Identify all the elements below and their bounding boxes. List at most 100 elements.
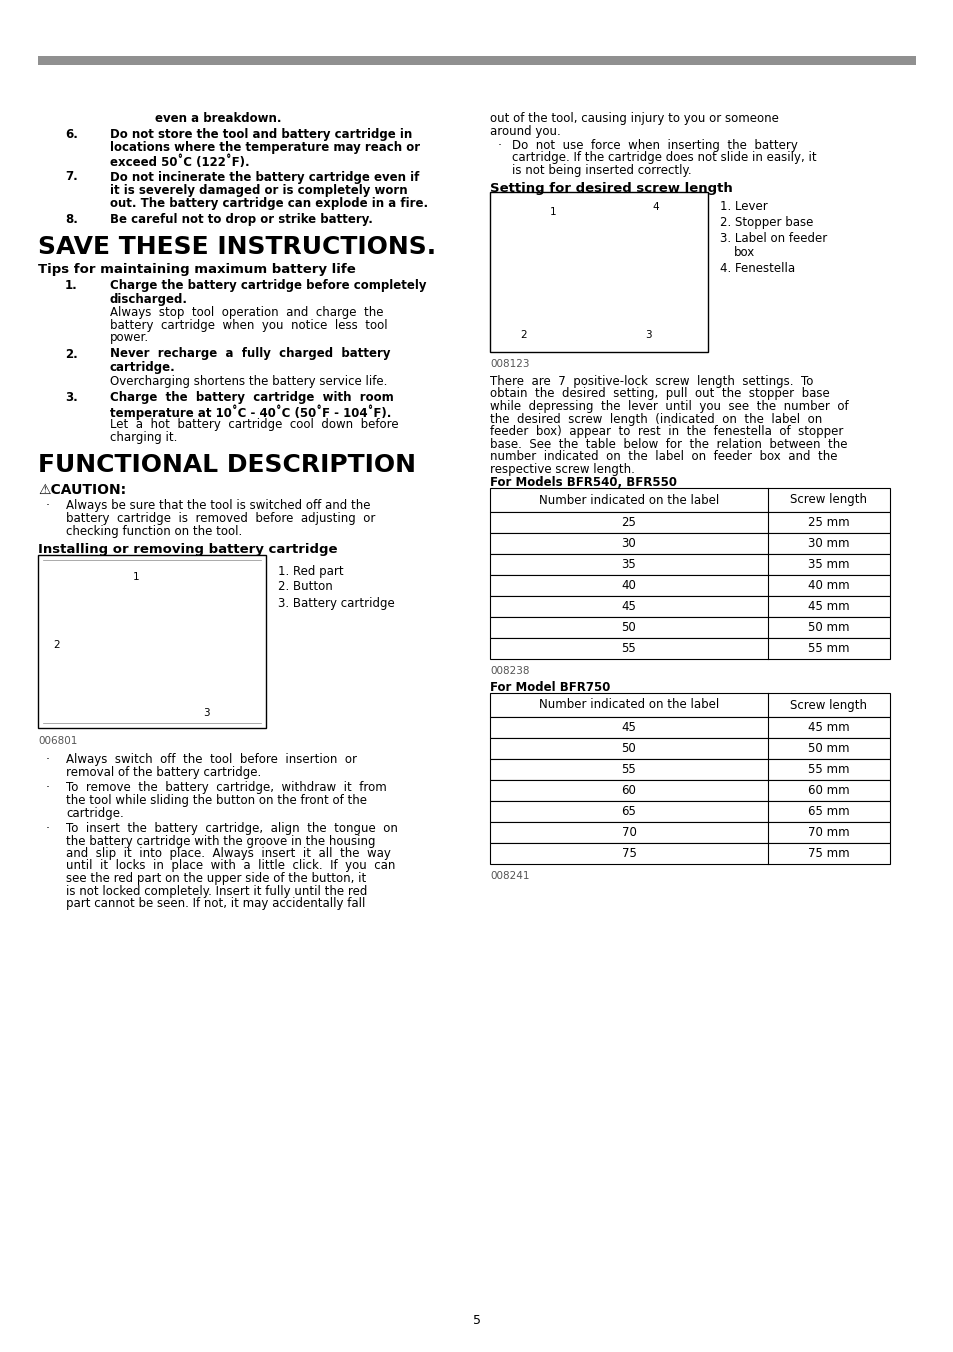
Bar: [490, 638, 889, 658]
Bar: [490, 717, 889, 738]
Bar: [490, 738, 889, 758]
Text: around you.: around you.: [490, 124, 560, 138]
Text: 008241: 008241: [490, 871, 529, 882]
Text: Never  recharge  a  fully  charged  battery: Never recharge a fully charged battery: [110, 347, 390, 361]
Text: 2. Button: 2. Button: [277, 580, 333, 594]
Text: Do not incinerate the battery cartridge even if: Do not incinerate the battery cartridge …: [110, 170, 419, 184]
Text: 3: 3: [644, 330, 651, 339]
Text: Number indicated on the label: Number indicated on the label: [538, 699, 719, 711]
Text: number  indicated  on  the  label  on  feeder  box  and  the: number indicated on the label on feeder …: [490, 450, 837, 462]
Text: the  desired  screw  length  (indicated  on  the  label  on: the desired screw length (indicated on t…: [490, 412, 821, 426]
Text: is not locked completely. Insert it fully until the red: is not locked completely. Insert it full…: [66, 884, 367, 898]
Text: the battery cartridge with the groove in the housing: the battery cartridge with the groove in…: [66, 834, 375, 848]
Text: Always be sure that the tool is switched off and the: Always be sure that the tool is switched…: [66, 499, 370, 512]
Text: 50 mm: 50 mm: [807, 742, 849, 754]
Text: To  insert  the  battery  cartridge,  align  the  tongue  on: To insert the battery cartridge, align t…: [66, 822, 397, 836]
Text: 50 mm: 50 mm: [807, 621, 849, 634]
Text: and  slip  it  into  place.  Always  insert  it  all  the  way: and slip it into place. Always insert it…: [66, 846, 391, 860]
Bar: [490, 822, 889, 844]
Text: cartridge. If the cartridge does not slide in easily, it: cartridge. If the cartridge does not sli…: [512, 151, 816, 165]
Text: 008123: 008123: [490, 360, 529, 369]
Text: out. The battery cartridge can explode in a fire.: out. The battery cartridge can explode i…: [110, 197, 428, 211]
Bar: [490, 512, 889, 533]
Text: 008238: 008238: [490, 667, 529, 676]
Text: while  depressing  the  lever  until  you  see  the  number  of: while depressing the lever until you see…: [490, 400, 848, 412]
Text: 30: 30: [621, 537, 636, 550]
Text: the tool while sliding the button on the front of the: the tool while sliding the button on the…: [66, 794, 367, 807]
Text: discharged.: discharged.: [110, 292, 188, 306]
Text: 1. Red part: 1. Red part: [277, 565, 343, 577]
Text: ·: ·: [46, 499, 50, 512]
Text: 2.: 2.: [65, 347, 77, 361]
Text: 45 mm: 45 mm: [807, 721, 849, 734]
Text: Setting for desired screw length: Setting for desired screw length: [490, 183, 732, 195]
Text: Installing or removing battery cartridge: Installing or removing battery cartridge: [38, 542, 337, 556]
Text: 2: 2: [53, 641, 59, 650]
Text: 30 mm: 30 mm: [807, 537, 849, 550]
Bar: [490, 533, 889, 554]
Text: Charge the battery cartridge before completely: Charge the battery cartridge before comp…: [110, 279, 426, 292]
Text: 75: 75: [621, 846, 636, 860]
Text: 1: 1: [550, 207, 556, 218]
Text: 40: 40: [621, 579, 636, 592]
Text: ·: ·: [46, 781, 50, 795]
Text: 4: 4: [651, 201, 658, 212]
Text: 65: 65: [621, 804, 636, 818]
Bar: [490, 575, 889, 596]
Text: There  are  7  positive-lock  screw  length  settings.  To: There are 7 positive-lock screw length s…: [490, 375, 813, 388]
Text: locations where the temperature may reach or: locations where the temperature may reac…: [110, 142, 419, 154]
Text: battery  cartridge  when  you  notice  less  tool: battery cartridge when you notice less t…: [110, 319, 387, 331]
Text: Do not store the tool and battery cartridge in: Do not store the tool and battery cartri…: [110, 128, 412, 141]
Text: FUNCTIONAL DESCRIPTION: FUNCTIONAL DESCRIPTION: [38, 453, 416, 476]
Text: Always  switch  off  the  tool  before  insertion  or: Always switch off the tool before insert…: [66, 753, 356, 767]
Bar: [490, 844, 889, 864]
Text: Number indicated on the label: Number indicated on the label: [538, 493, 719, 507]
Bar: [490, 758, 889, 780]
Text: power.: power.: [110, 331, 149, 343]
Text: 60 mm: 60 mm: [807, 784, 849, 796]
Bar: [38, 554, 266, 727]
Text: part cannot be seen. If not, it may accidentally fall: part cannot be seen. If not, it may acci…: [66, 896, 365, 910]
Text: 55: 55: [621, 642, 636, 654]
Bar: [490, 694, 889, 717]
Text: 40 mm: 40 mm: [807, 579, 849, 592]
Text: Always  stop  tool  operation  and  charge  the: Always stop tool operation and charge th…: [110, 306, 383, 319]
Text: 55: 55: [621, 763, 636, 776]
Text: exceed 50˚C (122˚F).: exceed 50˚C (122˚F).: [110, 155, 250, 169]
Text: For Model BFR750: For Model BFR750: [490, 681, 610, 694]
Bar: [490, 596, 889, 617]
Text: box: box: [733, 246, 755, 260]
Text: it is severely damaged or is completely worn: it is severely damaged or is completely …: [110, 184, 407, 197]
Text: 75 mm: 75 mm: [807, 846, 849, 860]
Text: 50: 50: [621, 621, 636, 634]
Text: base.  See  the  table  below  for  the  relation  between  the: base. See the table below for the relati…: [490, 438, 846, 450]
Text: ⚠CAUTION:: ⚠CAUTION:: [38, 483, 126, 496]
Text: Tips for maintaining maximum battery life: Tips for maintaining maximum battery lif…: [38, 264, 355, 276]
Text: 2. Stopper base: 2. Stopper base: [720, 216, 813, 228]
Text: 70: 70: [621, 826, 636, 840]
Text: 3.: 3.: [65, 391, 77, 404]
Text: checking function on the tool.: checking function on the tool.: [66, 525, 242, 538]
Bar: [490, 192, 707, 352]
Text: 3. Battery cartridge: 3. Battery cartridge: [277, 596, 395, 610]
Text: 3. Label on feeder: 3. Label on feeder: [720, 233, 826, 245]
Text: 3: 3: [203, 707, 210, 718]
Text: charging it.: charging it.: [110, 430, 177, 443]
Text: 45 mm: 45 mm: [807, 600, 849, 612]
Text: is not being inserted correctly.: is not being inserted correctly.: [512, 164, 691, 177]
Text: Screw length: Screw length: [790, 493, 866, 507]
Text: 2: 2: [519, 330, 526, 339]
Text: respective screw length.: respective screw length.: [490, 462, 634, 476]
Text: 45: 45: [621, 721, 636, 734]
Text: 60: 60: [621, 784, 636, 796]
Text: ·: ·: [46, 822, 50, 836]
Text: cartridge.: cartridge.: [66, 807, 124, 819]
Text: out of the tool, causing injury to you or someone: out of the tool, causing injury to you o…: [490, 112, 778, 124]
Text: Do  not  use  force  when  inserting  the  battery: Do not use force when inserting the batt…: [512, 139, 797, 151]
Text: 006801: 006801: [38, 735, 77, 745]
Text: 35: 35: [621, 558, 636, 571]
Text: removal of the battery cartridge.: removal of the battery cartridge.: [66, 767, 261, 779]
Text: Let  a  hot  battery  cartridge  cool  down  before: Let a hot battery cartridge cool down be…: [110, 418, 398, 431]
Text: 65 mm: 65 mm: [807, 804, 849, 818]
Text: Overcharging shortens the battery service life.: Overcharging shortens the battery servic…: [110, 375, 387, 388]
